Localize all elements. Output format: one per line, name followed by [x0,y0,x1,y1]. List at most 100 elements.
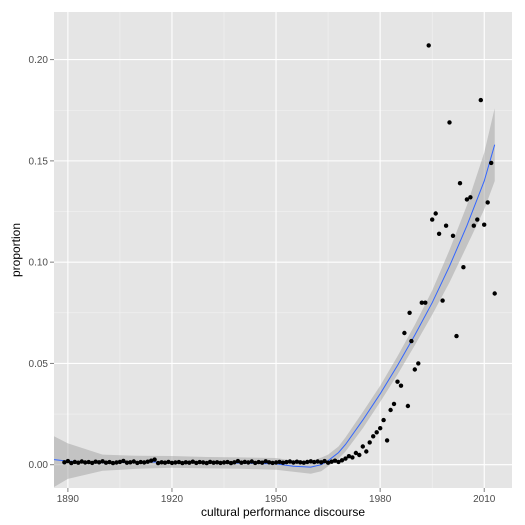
data-point [298,460,303,465]
data-point [93,459,98,464]
data-point [76,460,81,465]
data-point [246,460,251,465]
data-point [450,233,456,238]
data-point [412,367,417,372]
data-point [343,456,348,461]
data-point [273,460,279,465]
data-point [374,430,379,435]
data-point [69,460,74,466]
data-point [256,459,261,465]
y-tick-label: 0.20 [29,55,49,66]
data-point [433,211,438,216]
data-point [468,195,473,200]
data-point [162,460,168,465]
data-point [464,197,470,202]
y-axis-title: proportion [9,223,23,277]
data-point [378,426,383,431]
x-tick-label: 2010 [473,494,496,505]
data-point [461,265,466,270]
data-point [121,458,126,464]
data-point [322,458,327,464]
data-point [364,449,369,454]
x-axis-title: cultural performance discourse [201,505,365,519]
data-point [260,460,265,465]
data-point [263,459,268,464]
data-point [475,217,480,222]
data-point [166,459,171,465]
data-point [183,460,188,465]
data-point [218,460,223,466]
data-point [360,444,365,449]
data-point [440,298,445,303]
data-point [96,460,102,465]
data-point [190,459,195,464]
data-point [478,97,483,103]
data-point [353,450,359,456]
data-point [266,460,272,465]
data-point [103,460,109,465]
data-point [242,459,247,465]
data-point [457,181,463,186]
data-point [371,434,376,439]
data-point [346,454,352,459]
data-point [228,460,234,466]
data-point [350,455,355,460]
data-point [325,460,331,465]
data-point [395,379,400,384]
x-tick-label: 1920 [161,494,184,505]
data-point [235,458,241,464]
data-point [405,403,411,409]
data-point [402,330,407,336]
data-point [194,460,199,466]
data-point [225,459,230,465]
data-point [482,222,487,227]
data-point [211,460,216,465]
data-point [436,231,442,236]
data-point [315,459,320,464]
data-point [339,458,345,463]
data-point [329,459,334,464]
confidence-band [54,108,495,487]
data-point [294,459,300,464]
data-point [239,460,244,465]
data-point [249,459,254,464]
data-point [135,460,140,466]
data-point [409,338,414,344]
data-point [100,459,105,464]
y-tick-label: 0.10 [29,258,49,269]
data-point [332,458,338,463]
y-tick-label: 0.15 [29,156,49,167]
data-point [152,457,157,462]
data-point [86,459,91,465]
data-point [214,460,220,465]
data-point [416,361,421,366]
data-point [287,459,293,464]
data-point [90,460,95,466]
data-point [492,291,497,296]
y-axis-ticks: 0.00 0.05 0.10 0.15 0.20 [29,55,54,471]
data-point [308,459,313,464]
data-point [471,223,476,228]
data-point [423,300,428,305]
data-point [173,460,178,465]
data-point [207,459,213,465]
data-point [176,459,182,465]
data-point [72,459,78,465]
data-point [124,460,130,465]
data-point [201,460,206,465]
data-point [159,460,164,465]
data-point [138,459,143,465]
data-point [65,458,71,464]
y-tick-label: 0.05 [29,359,49,370]
data-point [305,459,310,465]
data-point [489,160,494,166]
data-point [114,460,119,465]
data-point [381,417,386,423]
data-point [270,460,275,466]
data-point [79,459,85,464]
data-point [253,460,258,466]
data-point [312,459,317,465]
data-point [232,460,237,465]
x-tick-label: 1890 [57,494,80,505]
data-point [291,460,296,465]
